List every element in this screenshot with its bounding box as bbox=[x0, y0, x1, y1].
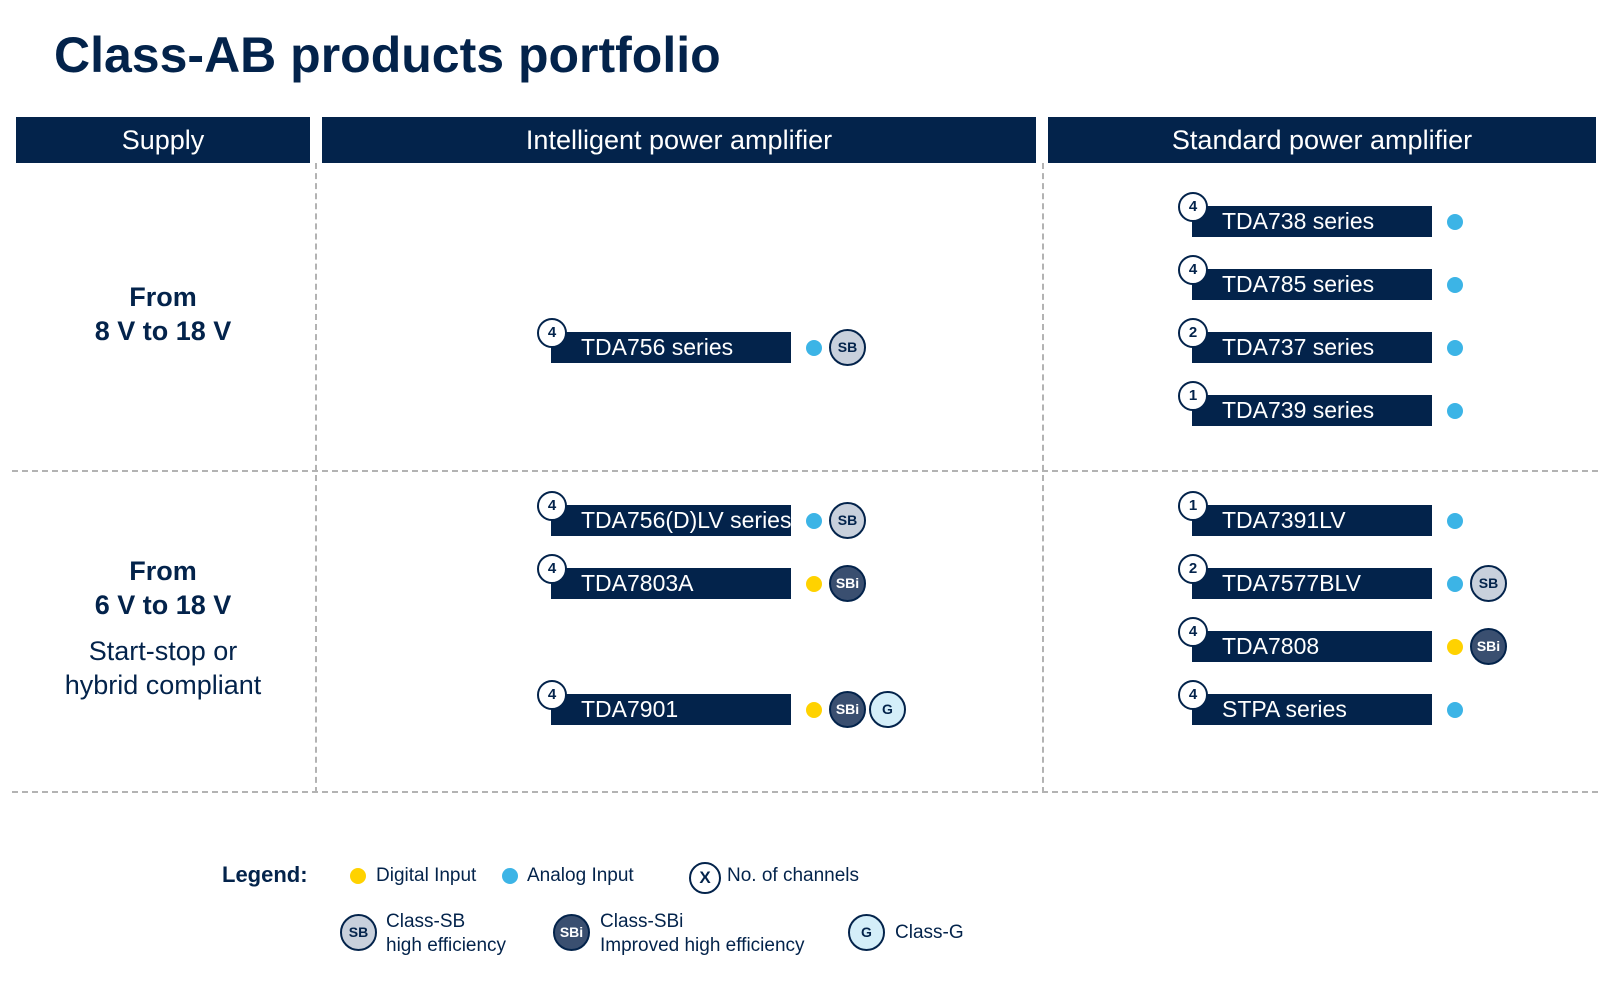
product-name: TDA7391LV bbox=[1192, 505, 1432, 536]
legend-class-sb-desc: high efficiency bbox=[386, 935, 507, 956]
analog-input-legend-dot bbox=[502, 868, 518, 884]
supply-note: Start-stop or bbox=[88, 636, 238, 666]
legend-class-sbi-desc: Improved high efficiency bbox=[600, 935, 805, 956]
class-g-badge: G bbox=[869, 691, 906, 728]
channel-count: 4 bbox=[537, 491, 567, 521]
product-name: TDA7808 bbox=[1192, 631, 1432, 662]
legend-analog-input: Analog Input bbox=[527, 865, 634, 886]
row-divider bbox=[12, 791, 1598, 793]
legend-class-g: Class-G bbox=[895, 922, 964, 943]
column-header-standard: Standard power amplifier bbox=[1048, 117, 1596, 163]
legend-class-sbi: Class-SBi Improved high efficiency bbox=[600, 910, 805, 958]
class-sb-badge: SB bbox=[1470, 565, 1507, 602]
analog-input-dot bbox=[806, 513, 822, 529]
analog-input-dot bbox=[1447, 702, 1463, 718]
digital-input-legend-dot bbox=[350, 868, 366, 884]
class-sb-badge: SB bbox=[829, 329, 866, 366]
product-name: TDA738 series bbox=[1192, 206, 1432, 237]
product-name: TDA7901 bbox=[551, 694, 791, 725]
column-header-intelligent: Intelligent power amplifier bbox=[322, 117, 1036, 163]
supply-label: From bbox=[129, 556, 197, 586]
channel-count: 4 bbox=[1178, 680, 1208, 710]
product-name: TDA737 series bbox=[1192, 332, 1432, 363]
product-name: TDA785 series bbox=[1192, 269, 1432, 300]
analog-input-dot bbox=[1447, 403, 1463, 419]
channel-count: 1 bbox=[1178, 491, 1208, 521]
legend-channels: No. of channels bbox=[727, 865, 860, 886]
channel-count: 4 bbox=[1178, 192, 1208, 222]
product-name: TDA7803A bbox=[551, 568, 791, 599]
legend-digital-input: Digital Input bbox=[376, 865, 477, 886]
class-g-legend-badge: G bbox=[848, 914, 885, 951]
class-sbi-legend-badge: SBi bbox=[553, 914, 590, 951]
page-title: Class-AB products portfolio bbox=[54, 27, 721, 83]
analog-input-dot bbox=[1447, 340, 1463, 356]
channel-count: 2 bbox=[1178, 554, 1208, 584]
column-header-supply: Supply bbox=[16, 117, 310, 163]
supply-range-6-18: From 6 V to 18 V Start-stop or hybrid co… bbox=[16, 554, 310, 702]
analog-input-dot bbox=[1447, 576, 1463, 592]
channel-count: 4 bbox=[1178, 255, 1208, 285]
analog-input-dot bbox=[1447, 513, 1463, 529]
product-name: TDA756(D)LV series bbox=[551, 505, 791, 536]
class-sb-badge: SB bbox=[829, 502, 866, 539]
digital-input-dot bbox=[806, 702, 822, 718]
product-name: TDA739 series bbox=[1192, 395, 1432, 426]
analog-input-dot bbox=[1447, 214, 1463, 230]
product-name: TDA756 series bbox=[551, 332, 791, 363]
supply-label: From bbox=[129, 282, 197, 312]
class-sb-legend-badge: SB bbox=[340, 914, 377, 951]
channel-count: 4 bbox=[1178, 617, 1208, 647]
supply-range-8-18: From 8 V to 18 V bbox=[16, 280, 310, 348]
analog-input-dot bbox=[806, 340, 822, 356]
channel-count: 1 bbox=[1178, 381, 1208, 411]
digital-input-dot bbox=[1447, 639, 1463, 655]
product-name: STPA series bbox=[1192, 694, 1432, 725]
legend-class-sb-title: Class-SB bbox=[386, 911, 466, 932]
analog-input-dot bbox=[1447, 277, 1463, 293]
channel-count: 2 bbox=[1178, 318, 1208, 348]
row-divider bbox=[12, 470, 1598, 472]
supply-voltage: 8 V to 18 V bbox=[94, 316, 232, 346]
channel-count: 4 bbox=[537, 318, 567, 348]
column-divider bbox=[315, 163, 317, 793]
legend-class-sbi-title: Class-SBi bbox=[600, 911, 684, 932]
supply-voltage: 6 V to 18 V bbox=[94, 590, 232, 620]
class-sbi-badge: SBi bbox=[829, 691, 866, 728]
product-name: TDA7577BLV bbox=[1192, 568, 1432, 599]
channel-count: 4 bbox=[537, 554, 567, 584]
channel-count: 4 bbox=[537, 680, 567, 710]
class-sbi-badge: SBi bbox=[829, 565, 866, 602]
legend-class-sb: Class-SB high efficiency bbox=[386, 910, 506, 958]
digital-input-dot bbox=[806, 576, 822, 592]
class-sbi-badge: SBi bbox=[1470, 628, 1507, 665]
channels-legend-icon: X bbox=[689, 862, 721, 894]
supply-note: hybrid compliant bbox=[64, 670, 262, 700]
column-divider bbox=[1042, 163, 1044, 793]
legend-title: Legend: bbox=[222, 862, 308, 887]
